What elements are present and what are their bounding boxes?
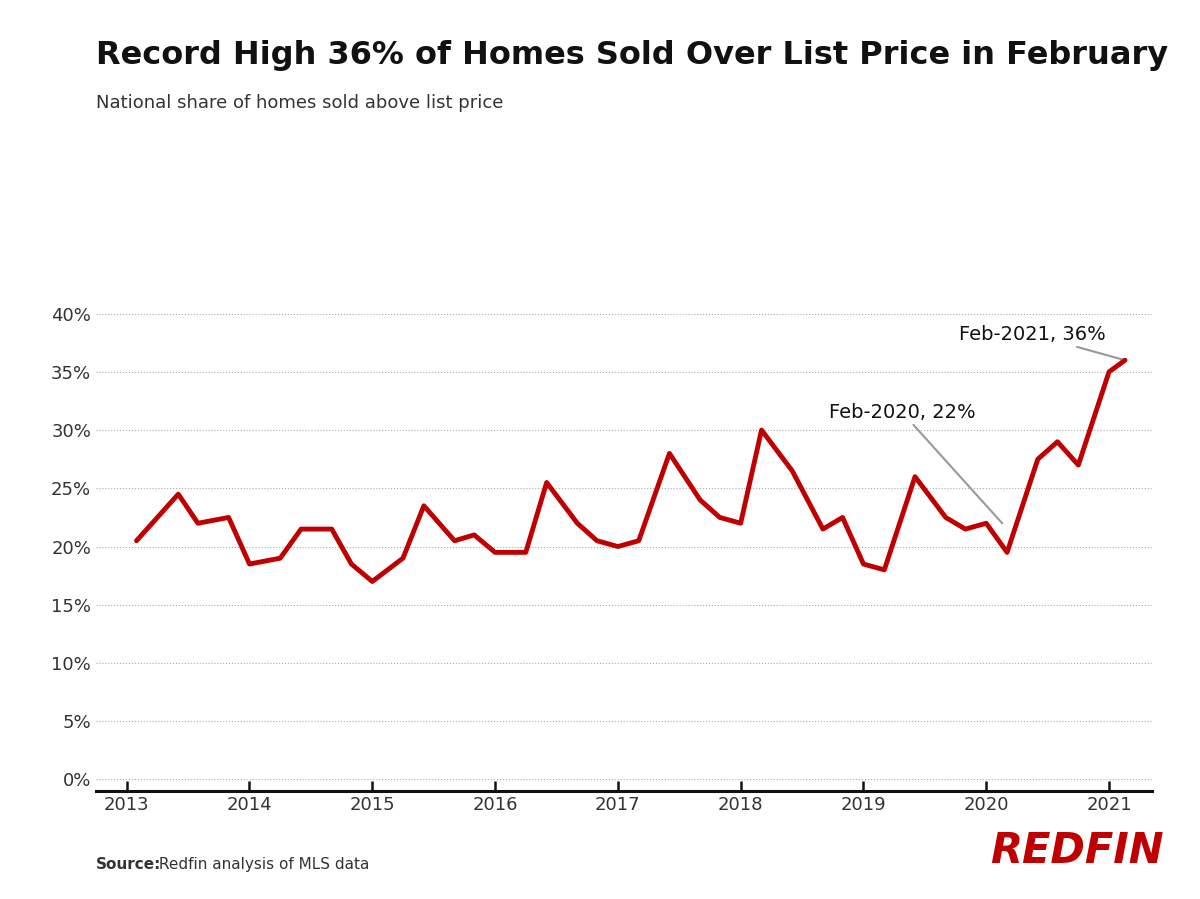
- Text: Source:: Source:: [96, 857, 161, 872]
- Text: National share of homes sold above list price: National share of homes sold above list …: [96, 94, 503, 112]
- Text: Feb-2020, 22%: Feb-2020, 22%: [829, 403, 1002, 523]
- Text: Feb-2021, 36%: Feb-2021, 36%: [959, 325, 1124, 360]
- Text: REDFIN: REDFIN: [990, 830, 1164, 872]
- Text: Redfin analysis of MLS data: Redfin analysis of MLS data: [154, 857, 368, 872]
- Text: Record High 36% of Homes Sold Over List Price in February: Record High 36% of Homes Sold Over List …: [96, 40, 1168, 71]
